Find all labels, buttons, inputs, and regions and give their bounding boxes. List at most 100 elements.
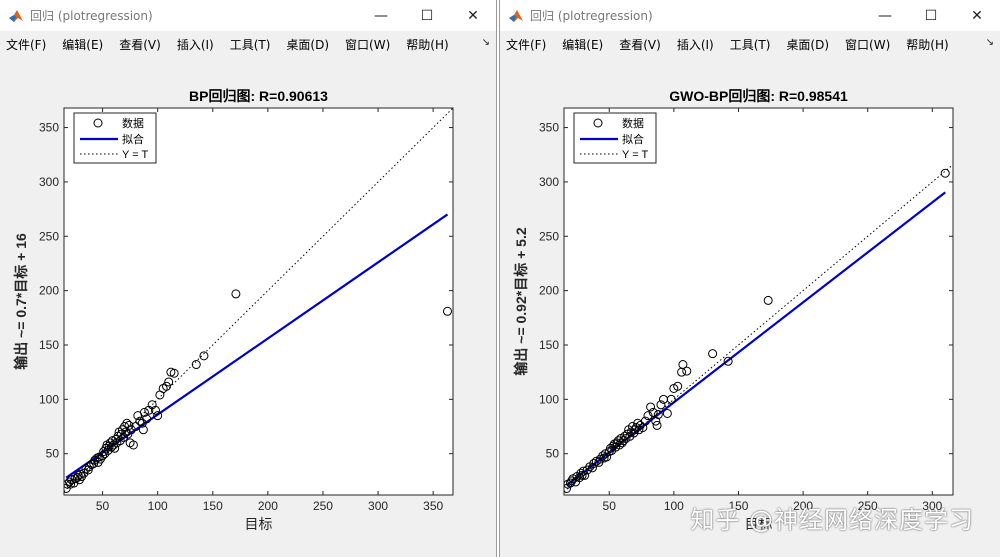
y-tick-label: 250	[39, 229, 59, 243]
menu-insert[interactable]: 插入(I)	[176, 37, 214, 52]
x-axis-label: 目标	[245, 516, 273, 532]
menu-window[interactable]: 窗口(W)	[345, 37, 391, 52]
plot-area: BP回归图: R=0.90613 50 100 150 200 250 300 350 50 10…	[0, 57, 496, 557]
data-point	[587, 463, 597, 473]
regression-window-bp[interactable]: 回归 (plotregression) — ☐ ✕ 文件(F) 编辑(E) 查看…	[0, 0, 497, 557]
menu-overflow-icon[interactable]: ↘	[985, 37, 994, 48]
data-point	[618, 436, 628, 446]
x-tick-label: 50	[603, 499, 617, 513]
menu-help[interactable]: 帮助(H)	[406, 37, 449, 52]
menu-file[interactable]: 文件(F)	[6, 37, 47, 52]
data-point	[598, 451, 608, 461]
data-point	[153, 411, 163, 421]
data-point	[138, 425, 148, 435]
data-point	[161, 381, 171, 391]
menu-view[interactable]: 查看(V)	[119, 37, 161, 52]
data-point	[940, 168, 950, 178]
close-button[interactable]: ✕	[467, 7, 479, 24]
x-tick-label: 50	[96, 499, 110, 513]
identity-line	[64, 108, 453, 493]
y-tick-label: 50	[546, 447, 560, 461]
menu-tools[interactable]: 工具(T)	[229, 37, 271, 52]
menu-window[interactable]: 窗口(W)	[845, 37, 891, 52]
data-point	[142, 414, 152, 424]
data-point	[643, 411, 653, 421]
y-tick-label: 350	[539, 121, 559, 135]
x-tick-label: 200	[258, 499, 278, 513]
data-point	[602, 452, 612, 462]
legend-marker-data	[593, 118, 603, 128]
x-tick-label: 250	[858, 499, 878, 513]
y-tick-label: 200	[39, 284, 59, 298]
x-tick-label: 150	[728, 499, 748, 513]
data-point	[646, 402, 656, 412]
data-point	[72, 473, 82, 483]
menu-bar: 文件(F) 编辑(E) 查看(V) 插入(I) 工具(T) 桌面(D) 窗口(W…	[0, 31, 496, 57]
legend-label-fit: 拟合	[622, 132, 644, 146]
data-point	[144, 405, 154, 415]
data-point	[656, 400, 666, 410]
regression-window-gwo-bp[interactable]: 回归 (plotregression) — ☐ ✕ 文件(F) 编辑(E) 查看…	[499, 0, 1000, 557]
data-point	[122, 418, 132, 428]
data-point	[723, 356, 733, 366]
data-point	[191, 360, 201, 370]
y-tick-label: 100	[39, 392, 59, 406]
data-point	[65, 477, 75, 487]
x-tick-label: 300	[922, 499, 942, 513]
data-point	[638, 423, 648, 433]
data-point	[578, 466, 588, 476]
y-tick-label: 150	[539, 338, 559, 352]
data-point	[635, 420, 645, 430]
menu-insert[interactable]: 插入(I)	[676, 37, 714, 52]
data-point	[110, 443, 120, 453]
menu-file[interactable]: 文件(F)	[506, 37, 547, 52]
chart-title: BP回归图: R=0.90613	[189, 88, 328, 104]
data-point	[763, 295, 773, 305]
menu-desktop[interactable]: 桌面(D)	[286, 37, 330, 52]
data-point	[620, 431, 630, 441]
data-point	[150, 405, 160, 415]
data-point	[666, 394, 676, 404]
data-point	[678, 360, 688, 370]
legend-label-identity: Y = T	[122, 149, 148, 161]
chart-title: GWO-BP回归图: R=0.98541	[669, 88, 848, 104]
x-tick-label: 100	[664, 499, 684, 513]
y-tick-label: 200	[539, 284, 559, 298]
y-tick-label: 150	[39, 338, 59, 352]
data-point	[98, 451, 108, 461]
watermark: 知乎 @神经网络深度学习	[690, 506, 974, 534]
data-point	[139, 407, 149, 417]
y-axis-label: 输出 ~= 0.92*目标 + 5.2	[513, 227, 529, 375]
menu-view[interactable]: 查看(V)	[619, 37, 661, 52]
x-tick-label: 100	[148, 499, 168, 513]
title-bar[interactable]: 回归 (plotregression) — ☐ ✕	[500, 0, 1000, 31]
title-bar[interactable]: 回归 (plotregression) — ☐ ✕	[0, 0, 496, 31]
matlab-icon	[9, 9, 23, 22]
minimize-button[interactable]: —	[878, 7, 892, 24]
data-point	[582, 465, 592, 475]
minimize-button[interactable]: —	[374, 7, 388, 24]
y-tick-label: 350	[39, 121, 59, 135]
legend-label-data: 数据	[622, 116, 644, 130]
menu-overflow-icon[interactable]: ↘	[481, 37, 490, 48]
window-title: 回归 (plotregression)	[530, 9, 653, 23]
data-point	[169, 368, 179, 378]
data-point	[128, 440, 138, 450]
menu-edit[interactable]: 编辑(E)	[62, 37, 104, 52]
menu-bar: 文件(F) 编辑(E) 查看(V) 插入(I) 工具(T) 桌面(D) 窗口(W…	[500, 31, 1000, 57]
y-tick-label: 300	[539, 175, 559, 189]
menu-tools[interactable]: 工具(T)	[729, 37, 771, 52]
data-point	[682, 366, 692, 376]
data-point	[580, 470, 590, 480]
x-tick-label: 200	[793, 499, 813, 513]
data-point	[135, 416, 145, 426]
data-point	[124, 420, 134, 430]
data-point	[595, 454, 605, 464]
data-point	[164, 377, 174, 387]
menu-help[interactable]: 帮助(H)	[906, 37, 949, 52]
close-button[interactable]: ✕	[971, 7, 983, 24]
menu-desktop[interactable]: 桌面(D)	[786, 37, 830, 52]
menu-edit[interactable]: 编辑(E)	[562, 37, 604, 52]
maximize-button[interactable]: ☐	[924, 7, 938, 24]
maximize-button[interactable]: ☐	[420, 7, 434, 24]
